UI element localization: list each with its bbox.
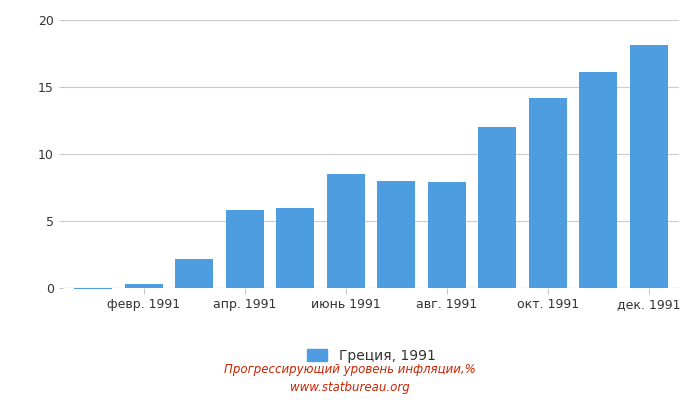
Text: Прогрессирующий уровень инфляции,%: Прогрессирующий уровень инфляции,% bbox=[224, 364, 476, 376]
Bar bbox=[226, 210, 264, 288]
Bar bbox=[74, 288, 112, 289]
Bar bbox=[327, 174, 365, 288]
Bar bbox=[528, 98, 567, 288]
Bar bbox=[580, 72, 617, 288]
Bar bbox=[175, 258, 214, 288]
Legend: Греция, 1991: Греция, 1991 bbox=[301, 343, 441, 368]
Text: www.statbureau.org: www.statbureau.org bbox=[290, 382, 410, 394]
Bar bbox=[276, 208, 314, 288]
Bar bbox=[377, 181, 415, 288]
Bar bbox=[630, 46, 668, 288]
Bar bbox=[478, 127, 516, 288]
Bar bbox=[125, 284, 162, 288]
Bar bbox=[428, 182, 466, 288]
